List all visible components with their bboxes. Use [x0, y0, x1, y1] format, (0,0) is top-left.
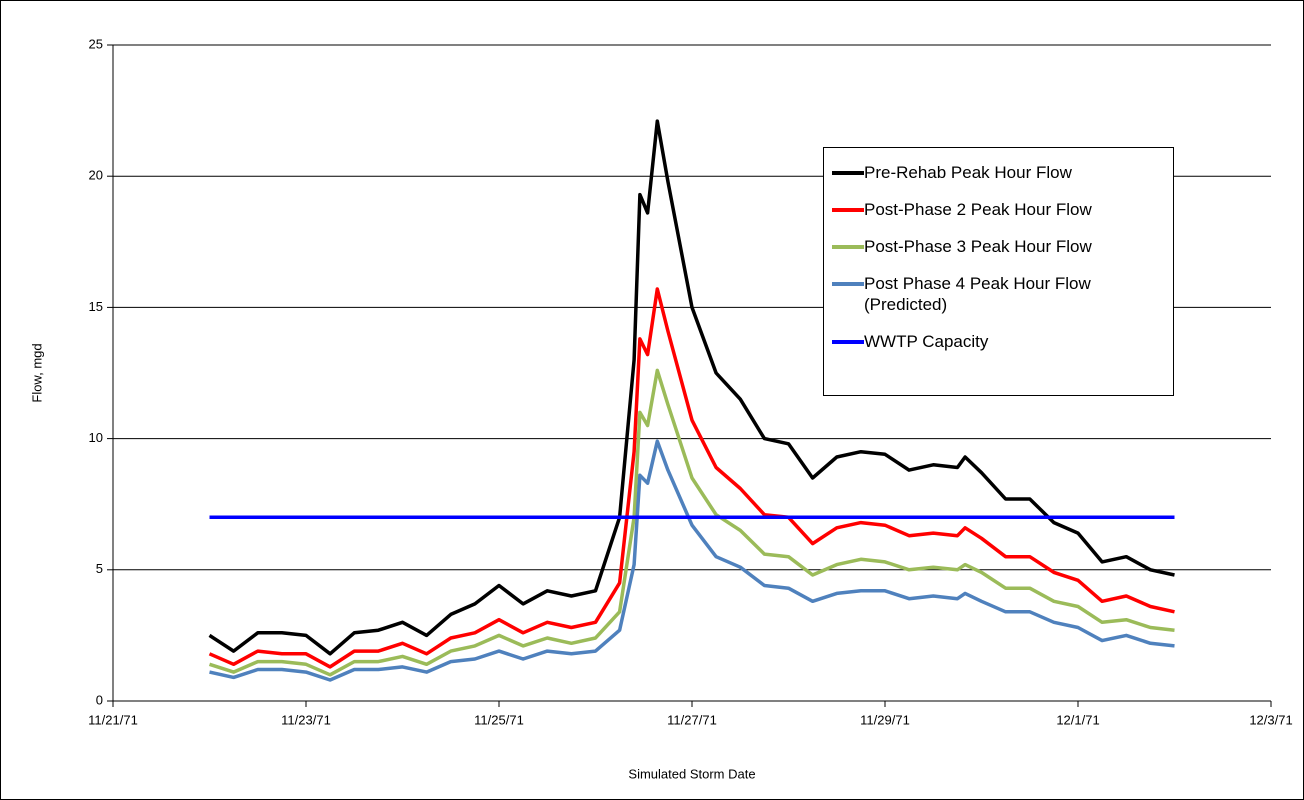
y-tick-label: 15	[89, 299, 103, 314]
x-tick-label: 11/23/71	[281, 712, 331, 727]
series-line	[208, 368, 1175, 677]
legend-label: Post Phase 4 Peak Hour Flow (Predicted)	[864, 274, 1091, 314]
legend-swatch	[832, 171, 864, 175]
y-tick-label: 25	[89, 36, 103, 51]
x-tick-label: 11/27/71	[667, 712, 717, 727]
x-tick-label: 12/3/71	[1249, 712, 1292, 727]
legend-label: Post-Phase 2 Peak Hour Flow	[864, 200, 1092, 219]
legend-item: Pre-Rehab Peak Hour Flow	[832, 162, 1165, 183]
y-tick-label: 0	[96, 692, 103, 707]
legend-label: Pre-Rehab Peak Hour Flow	[864, 163, 1072, 182]
x-tick-label: 12/1/71	[1056, 712, 1099, 727]
legend-swatch	[832, 208, 864, 212]
legend-label: WWTP Capacity	[864, 332, 989, 351]
x-tick-label: 11/29/71	[860, 712, 910, 727]
x-axis-title: Simulated Storm Date	[628, 766, 755, 781]
legend-swatch	[832, 282, 864, 286]
series-line	[209, 439, 1175, 682]
legend-swatch	[832, 245, 864, 249]
legend-item: Post Phase 4 Peak Hour Flow (Predicted)	[832, 273, 1165, 315]
x-tick-label: 11/25/71	[474, 712, 524, 727]
series-line	[208, 119, 1175, 656]
x-tick-label: 11/21/71	[88, 712, 138, 727]
legend-label: Post-Phase 3 Peak Hour Flow	[864, 237, 1092, 256]
y-tick-label: 10	[89, 430, 103, 445]
legend: Pre-Rehab Peak Hour Flow Post-Phase 2 Pea…	[823, 147, 1174, 396]
legend-item: Post-Phase 3 Peak Hour Flow	[832, 236, 1165, 257]
series-line	[208, 287, 1175, 669]
legend-item: WWTP Capacity	[832, 331, 1165, 352]
y-tick-label: 5	[96, 561, 103, 576]
legend-item: Post-Phase 2 Peak Hour Flow	[832, 199, 1165, 220]
y-axis-title: Flow, mgd	[29, 343, 44, 402]
legend-swatch	[832, 340, 864, 344]
y-tick-label: 20	[89, 168, 103, 183]
